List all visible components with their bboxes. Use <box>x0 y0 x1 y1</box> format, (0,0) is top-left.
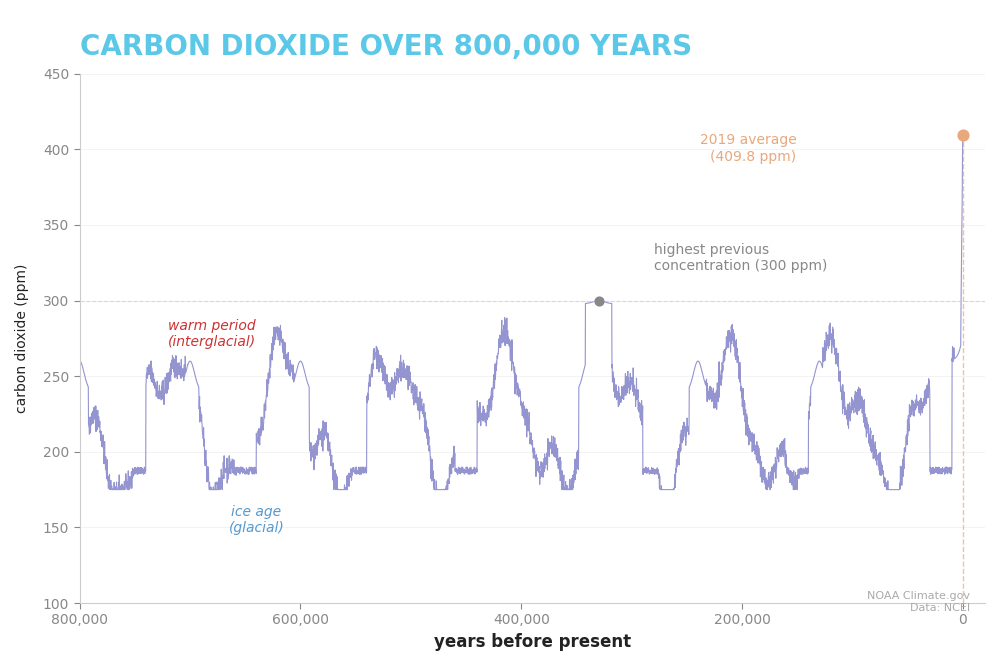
Text: highest previous
concentration (300 ppm): highest previous concentration (300 ppm) <box>654 242 828 273</box>
Point <box>591 295 607 306</box>
Text: ice age
(glacial): ice age (glacial) <box>228 505 284 535</box>
Text: NOAA Climate.gov
Data: NCEI: NOAA Climate.gov Data: NCEI <box>867 591 970 613</box>
Y-axis label: carbon dioxide (ppm): carbon dioxide (ppm) <box>15 264 29 413</box>
Text: warm period
(interglacial): warm period (interglacial) <box>168 319 256 349</box>
X-axis label: years before present: years before present <box>434 633 631 651</box>
Text: CARBON DIOXIDE OVER 800,000 YEARS: CARBON DIOXIDE OVER 800,000 YEARS <box>80 33 692 61</box>
Point <box>955 129 971 140</box>
Text: 2019 average
(409.8 ppm): 2019 average (409.8 ppm) <box>700 133 796 164</box>
